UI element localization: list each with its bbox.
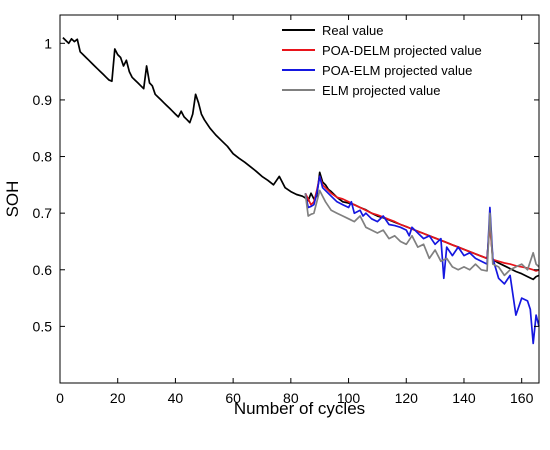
legend-label: POA-ELM projected value <box>322 63 472 78</box>
legend-label: Real value <box>322 23 383 38</box>
legend-item-1: Real value <box>282 23 383 38</box>
axes-box <box>59 14 540 384</box>
legend-item-3: POA-ELM projected value <box>282 63 472 78</box>
series-line-3 <box>304 175 540 345</box>
x-tick-label: 120 <box>395 390 419 406</box>
axis-ticks: 0 20 40 60 80 100 120 140 160 0.5 0.6 0.7 0.8 0.9 1 <box>33 15 539 406</box>
x-tick-label: 100 <box>337 390 361 406</box>
series-line-4 <box>304 189 540 277</box>
y-tick-label: 0.6 <box>33 262 53 278</box>
y-tick-label: 0.7 <box>33 205 53 221</box>
legend-label: ELM projected value <box>322 83 441 98</box>
legend: Real value POA-DELM projected value POA-EL… <box>282 23 482 98</box>
x-tick-label: 80 <box>283 390 299 406</box>
x-axis-title: Number of cycles <box>234 399 365 418</box>
x-tick-label: 0 <box>56 390 64 406</box>
legend-item-2: POA-DELM projected value <box>282 43 482 58</box>
y-tick-label: 0.8 <box>33 149 53 165</box>
y-axis-title: SOH <box>3 181 22 218</box>
x-tick-label: 60 <box>225 390 241 406</box>
x-tick-label: 140 <box>452 390 476 406</box>
legend-label: POA-DELM projected value <box>322 43 482 58</box>
y-tick-label: 0.9 <box>33 92 53 108</box>
series-line-2 <box>304 175 540 272</box>
y-tick-label: 1 <box>44 35 52 51</box>
legend-item-4: ELM projected value <box>282 83 441 98</box>
x-tick-label: 20 <box>110 390 126 406</box>
y-tick-label: 0.5 <box>33 318 53 334</box>
plot-area <box>62 36 540 345</box>
x-tick-label: 160 <box>510 390 534 406</box>
x-tick-label: 40 <box>168 390 184 406</box>
